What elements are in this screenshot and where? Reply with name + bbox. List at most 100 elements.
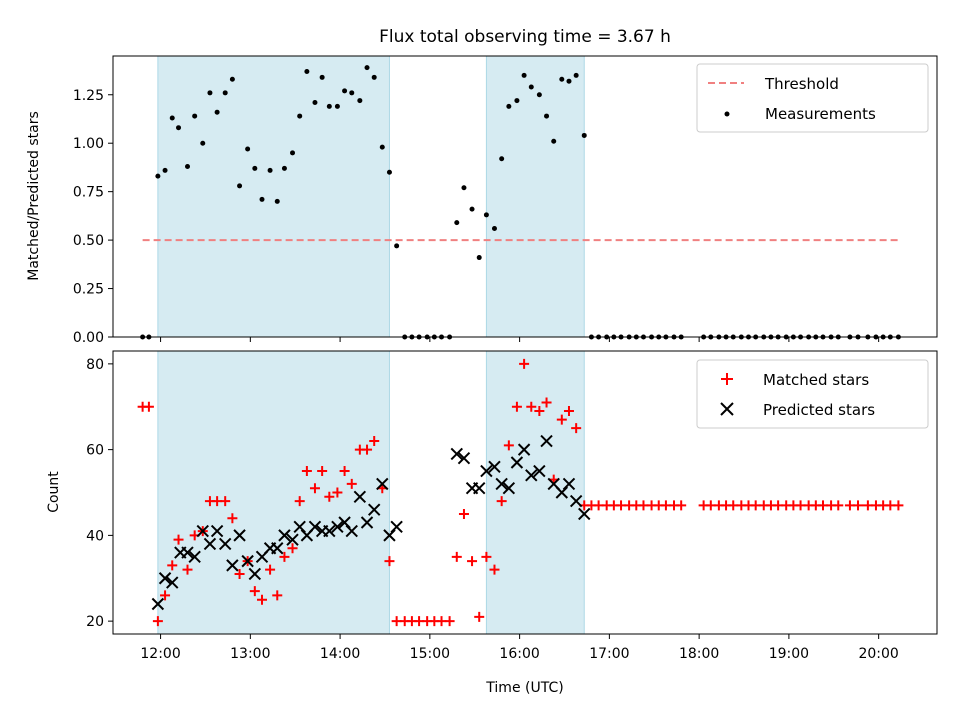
count-legend: Matched stars Predicted stars: [696, 359, 929, 429]
matched-star-point: [556, 414, 567, 425]
predicted-star-point: [196, 524, 209, 538]
measurement-point: [176, 125, 182, 131]
matched-star-point: [346, 478, 357, 489]
predicted-star-point: [286, 533, 299, 546]
matched-star-point: [563, 406, 574, 417]
matched-star-point: [167, 560, 178, 571]
matched-star-point: [511, 401, 522, 412]
ratio-y-ticks: 0.00 0.25 0.50 0.75 1.00 1.25: [73, 88, 113, 346]
matched-star-point: [272, 590, 283, 601]
matched-star-point: [853, 500, 864, 511]
predicted-star-point: [248, 567, 262, 581]
predicted-star-point: [517, 443, 531, 456]
predicted-star-point: [569, 494, 583, 508]
measurement-point: [326, 103, 332, 109]
matched-star-point: [384, 556, 395, 567]
predicted-star-point: [367, 503, 381, 516]
ratio-legend: Threshold Measurements: [696, 63, 929, 133]
matched-star-point: [571, 423, 582, 434]
matched-star-point: [489, 564, 500, 575]
matched-star-point: [143, 401, 154, 412]
ratio-y-tick-label: 0.00: [73, 330, 104, 346]
matched-star-point: [362, 444, 373, 455]
predicted-star-point: [210, 524, 224, 538]
measurement-point: [245, 146, 251, 152]
measurement-point: [514, 98, 520, 104]
predicted-star-point: [308, 520, 322, 534]
matched-star-point: [234, 568, 245, 579]
matched-star-point: [496, 496, 507, 507]
predicted-star-point: [480, 464, 493, 478]
count-y-axis-label: Count: [46, 471, 62, 513]
count-x-tick-label: 13:00: [230, 646, 270, 662]
measurement-point: [499, 156, 505, 162]
matched-star-point: [301, 466, 312, 477]
matched-star-point: [249, 586, 260, 597]
measurement-point: [155, 173, 161, 179]
predicted-star-point: [218, 537, 232, 551]
measurement-point: [573, 72, 579, 78]
predicted-star-point: [450, 447, 463, 461]
matched-star-point: [309, 483, 320, 494]
measurement-point: [297, 113, 303, 119]
observing-intervals: [157, 55, 585, 338]
matched-star-point: [534, 406, 545, 417]
ratio-y-tick-label: 1.25: [73, 88, 104, 104]
predicted-star-point: [241, 554, 254, 568]
matched-star-point: [173, 534, 184, 545]
predicted-star-point: [226, 559, 239, 572]
matched-star-point: [227, 513, 238, 524]
predicted-star-point: [271, 542, 284, 555]
matched-star-point: [444, 616, 455, 627]
observing-interval-1: [157, 55, 390, 338]
measurement-point: [559, 76, 565, 82]
predicted-star-point: [457, 451, 471, 465]
measurement-point: [169, 115, 175, 121]
chart-title: Flux total observing time = 3.67 h: [379, 27, 671, 47]
measurements-legend-label: Measurements: [765, 105, 876, 123]
measurement-point: [267, 167, 273, 173]
measurement-point: [469, 206, 475, 212]
matched-star-point: [369, 436, 380, 447]
measurement-point: [454, 220, 460, 226]
measurement-point: [521, 72, 527, 78]
ratio-y-tick-label: 0.25: [73, 282, 104, 298]
count-legend-box: [696, 359, 929, 429]
measurement-point: [274, 198, 280, 204]
count-y-tick-label: 60: [86, 443, 104, 459]
predicted-star-point: [525, 469, 538, 482]
matched-star-point: [220, 496, 231, 507]
predicted-star-point: [540, 434, 553, 448]
count-y-tick-label: 40: [86, 528, 104, 544]
ratio-y-tick-label: 1.00: [73, 136, 104, 152]
count-x-tick-label: 14:00: [320, 646, 360, 662]
measurement-point: [319, 74, 325, 80]
ratio-y-tick-label: 0.75: [73, 185, 104, 201]
measurement-point: [290, 150, 296, 156]
count-x-tick-label: 17:00: [589, 646, 629, 662]
measurement-point: [200, 140, 206, 146]
matched-star-point: [833, 500, 844, 511]
predicted-star-point: [502, 482, 516, 495]
matched-star-point: [467, 556, 478, 567]
count-x-ticks: 12:00 13:00 14:00 15:00 16:00 17:00 18:00 19:00…: [140, 634, 899, 662]
predicted-star-point: [360, 516, 374, 529]
predicted-star-point: [578, 507, 591, 521]
matched-star-point: [324, 491, 335, 502]
measurement-point: [349, 90, 355, 96]
observing-intervals: [157, 350, 585, 635]
measurement-point: [386, 169, 392, 175]
matched-star-point: [279, 551, 290, 562]
measurement-point: [312, 100, 318, 106]
count-x-tick-label: 16:00: [499, 646, 539, 662]
matched-star-point: [294, 496, 305, 507]
matched-star-point: [339, 466, 350, 477]
measurement-point: [229, 76, 235, 82]
measurement-point: [334, 103, 340, 109]
matched-star-point: [676, 500, 687, 511]
measurement-point: [394, 243, 400, 249]
predicted-star-point: [203, 537, 217, 551]
predicted-star-point: [353, 490, 367, 503]
predicted-star-point: [562, 477, 576, 491]
